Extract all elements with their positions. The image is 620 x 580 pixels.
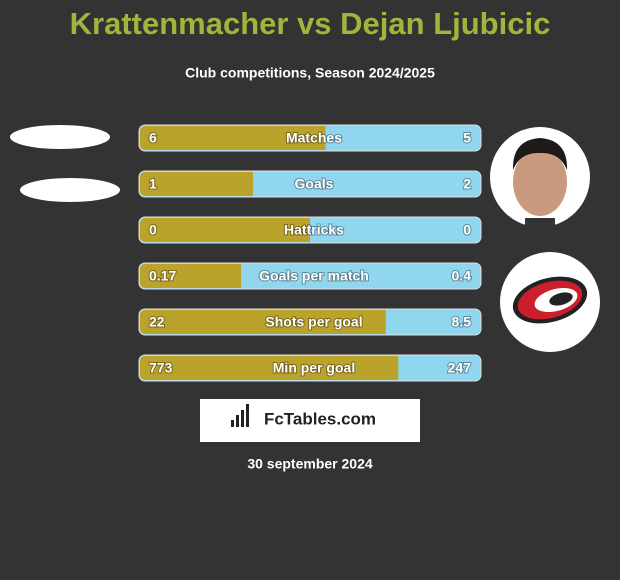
- left-value: 0: [149, 222, 157, 238]
- date: 30 september 2024: [247, 456, 373, 472]
- bar-left-edge: [319, 126, 326, 150]
- right-value: 8.5: [452, 314, 472, 330]
- bar-left: [140, 218, 310, 242]
- right-value: 2: [463, 176, 471, 192]
- player-photo: [490, 127, 590, 227]
- subtitle: Club competitions, Season 2024/2025: [185, 65, 435, 81]
- bar-left: [140, 172, 253, 196]
- left-value: 0.17: [149, 268, 176, 284]
- logo-text: FcTables.com: [264, 409, 376, 428]
- stat-label: Matches: [286, 130, 342, 146]
- bar-left-edge: [304, 218, 310, 242]
- bar-right: [241, 264, 480, 288]
- stat-label: Goals per match: [259, 268, 369, 284]
- bar-right: [398, 356, 480, 380]
- player-placeholder: [10, 125, 110, 149]
- bar-left-edge: [235, 264, 241, 288]
- bar-right: [385, 310, 480, 334]
- club-placeholder: [20, 178, 120, 202]
- bar-left: [140, 126, 326, 150]
- bar-left-edge: [379, 310, 386, 334]
- left-value: 1: [149, 176, 157, 192]
- bar-right: [310, 218, 480, 242]
- left-value: 22: [149, 314, 165, 330]
- bar-right: [253, 172, 480, 196]
- right-value: 5: [463, 130, 471, 146]
- stat-label: Hattricks: [284, 222, 344, 238]
- title: Krattenmacher vs Dejan Ljubicic: [70, 6, 551, 41]
- bar-left: [140, 310, 386, 334]
- stat-label: Shots per goal: [265, 314, 362, 330]
- bar-left-edge: [392, 356, 399, 380]
- stat-label: Goals: [295, 176, 334, 192]
- club-logo: [500, 252, 600, 352]
- right-value: 247: [448, 360, 472, 376]
- left-value: 6: [149, 130, 157, 146]
- bar-left: [140, 264, 241, 288]
- stat-label: Min per goal: [273, 360, 355, 376]
- right-value: 0.4: [452, 268, 472, 284]
- bar-left-edge: [247, 172, 253, 196]
- bar-right: [325, 126, 480, 150]
- logo-icon: [231, 404, 249, 427]
- left-value: 773: [149, 360, 173, 376]
- right-value: 0: [463, 222, 471, 238]
- bar-left: [140, 356, 399, 380]
